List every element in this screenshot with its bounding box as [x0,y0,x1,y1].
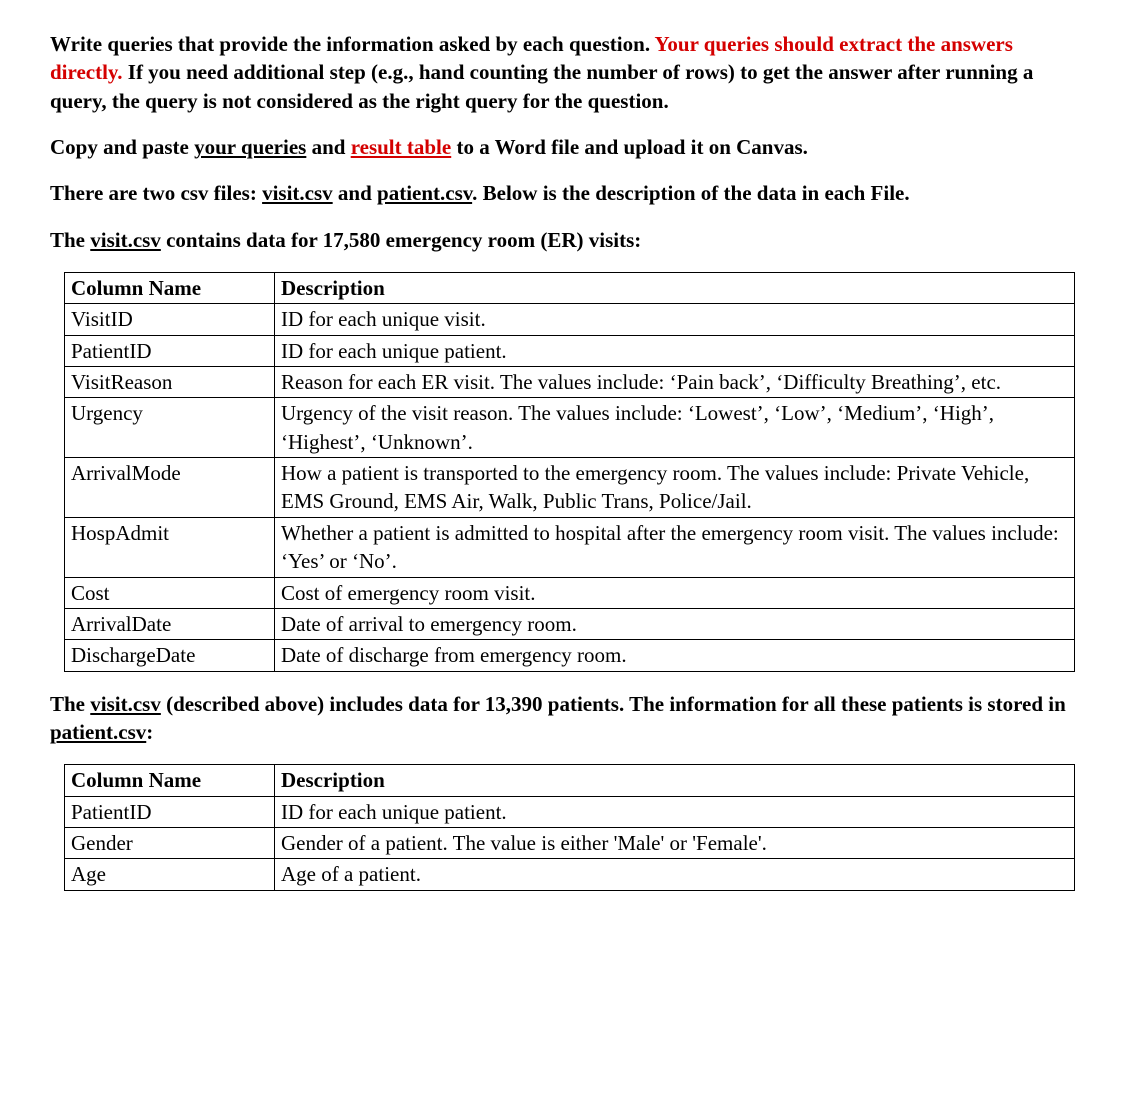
cell: DischargeDate [65,640,275,671]
table-row: PatientIDID for each unique patient. [65,335,1075,366]
text-underline-emphasis: result table [351,135,452,159]
paragraph-copy-paste: Copy and paste your queries and result t… [50,133,1075,161]
cell: ArrivalMode [65,458,275,518]
text: : [146,720,153,744]
cell: Date of arrival to emergency room. [275,608,1075,639]
table-row: VisitIDID for each unique visit. [65,304,1075,335]
table-row: ArrivalDateDate of arrival to emergency … [65,608,1075,639]
cell: Whether a patient is admitted to hospita… [275,517,1075,577]
cell: VisitID [65,304,275,335]
cell: Age of a patient. [275,859,1075,890]
paragraph-instructions: Write queries that provide the informati… [50,30,1075,115]
cell: PatientID [65,335,275,366]
cell: How a patient is transported to the emer… [275,458,1075,518]
filename: patient.csv [50,720,146,744]
filename: visit.csv [90,692,161,716]
table-header-row: Column Name Description [65,273,1075,304]
table-row: CostCost of emergency room visit. [65,577,1075,608]
table-row: HospAdmitWhether a patient is admitted t… [65,517,1075,577]
table-row: VisitReasonReason for each ER visit. The… [65,367,1075,398]
paragraph-visit-intro: The visit.csv contains data for 17,580 e… [50,226,1075,254]
text: Write queries that provide the informati… [50,32,655,56]
text: contains data for 17,580 emergency room … [161,228,641,252]
table-row: UrgencyUrgency of the visit reason. The … [65,398,1075,458]
text: (described above) includes data for 13,3… [161,692,1066,716]
text: Copy and paste [50,135,194,159]
visit-schema-table: Column Name Description VisitIDID for ea… [64,272,1075,671]
cell: Cost [65,577,275,608]
table-row: DischargeDateDate of discharge from emer… [65,640,1075,671]
cell: ID for each unique patient. [275,335,1075,366]
cell: Date of discharge from emergency room. [275,640,1075,671]
cell: Gender [65,827,275,858]
filename: visit.csv [262,181,333,205]
cell: Reason for each ER visit. The values inc… [275,367,1075,398]
cell: VisitReason [65,367,275,398]
column-header: Description [275,765,1075,796]
cell: Urgency of the visit reason. The values … [275,398,1075,458]
cell: Age [65,859,275,890]
text: and [306,135,350,159]
cell: HospAdmit [65,517,275,577]
column-header: Column Name [65,273,275,304]
column-header: Column Name [65,765,275,796]
filename: visit.csv [90,228,161,252]
cell: ArrivalDate [65,608,275,639]
cell: PatientID [65,796,275,827]
text: The [50,692,90,716]
text: If you need additional step (e.g., hand … [50,60,1033,112]
cell: ID for each unique patient. [275,796,1075,827]
text: The [50,228,90,252]
paragraph-patient-intro: The visit.csv (described above) includes… [50,690,1075,747]
cell: Gender of a patient. The value is either… [275,827,1075,858]
cell: Cost of emergency room visit. [275,577,1075,608]
table-row: PatientIDID for each unique patient. [65,796,1075,827]
paragraph-files: There are two csv files: visit.csv and p… [50,179,1075,207]
text: to a Word file and upload it on Canvas. [451,135,808,159]
text-underline: your queries [194,135,306,159]
text: and [333,181,377,205]
patient-schema-table: Column Name Description PatientIDID for … [64,764,1075,890]
text: There are two csv files: [50,181,262,205]
cell: ID for each unique visit. [275,304,1075,335]
table-header-row: Column Name Description [65,765,1075,796]
column-header: Description [275,273,1075,304]
text: . Below is the description of the data i… [472,181,909,205]
table-row: ArrivalModeHow a patient is transported … [65,458,1075,518]
cell: Urgency [65,398,275,458]
table-row: AgeAge of a patient. [65,859,1075,890]
table-row: GenderGender of a patient. The value is … [65,827,1075,858]
filename: patient.csv [377,181,472,205]
